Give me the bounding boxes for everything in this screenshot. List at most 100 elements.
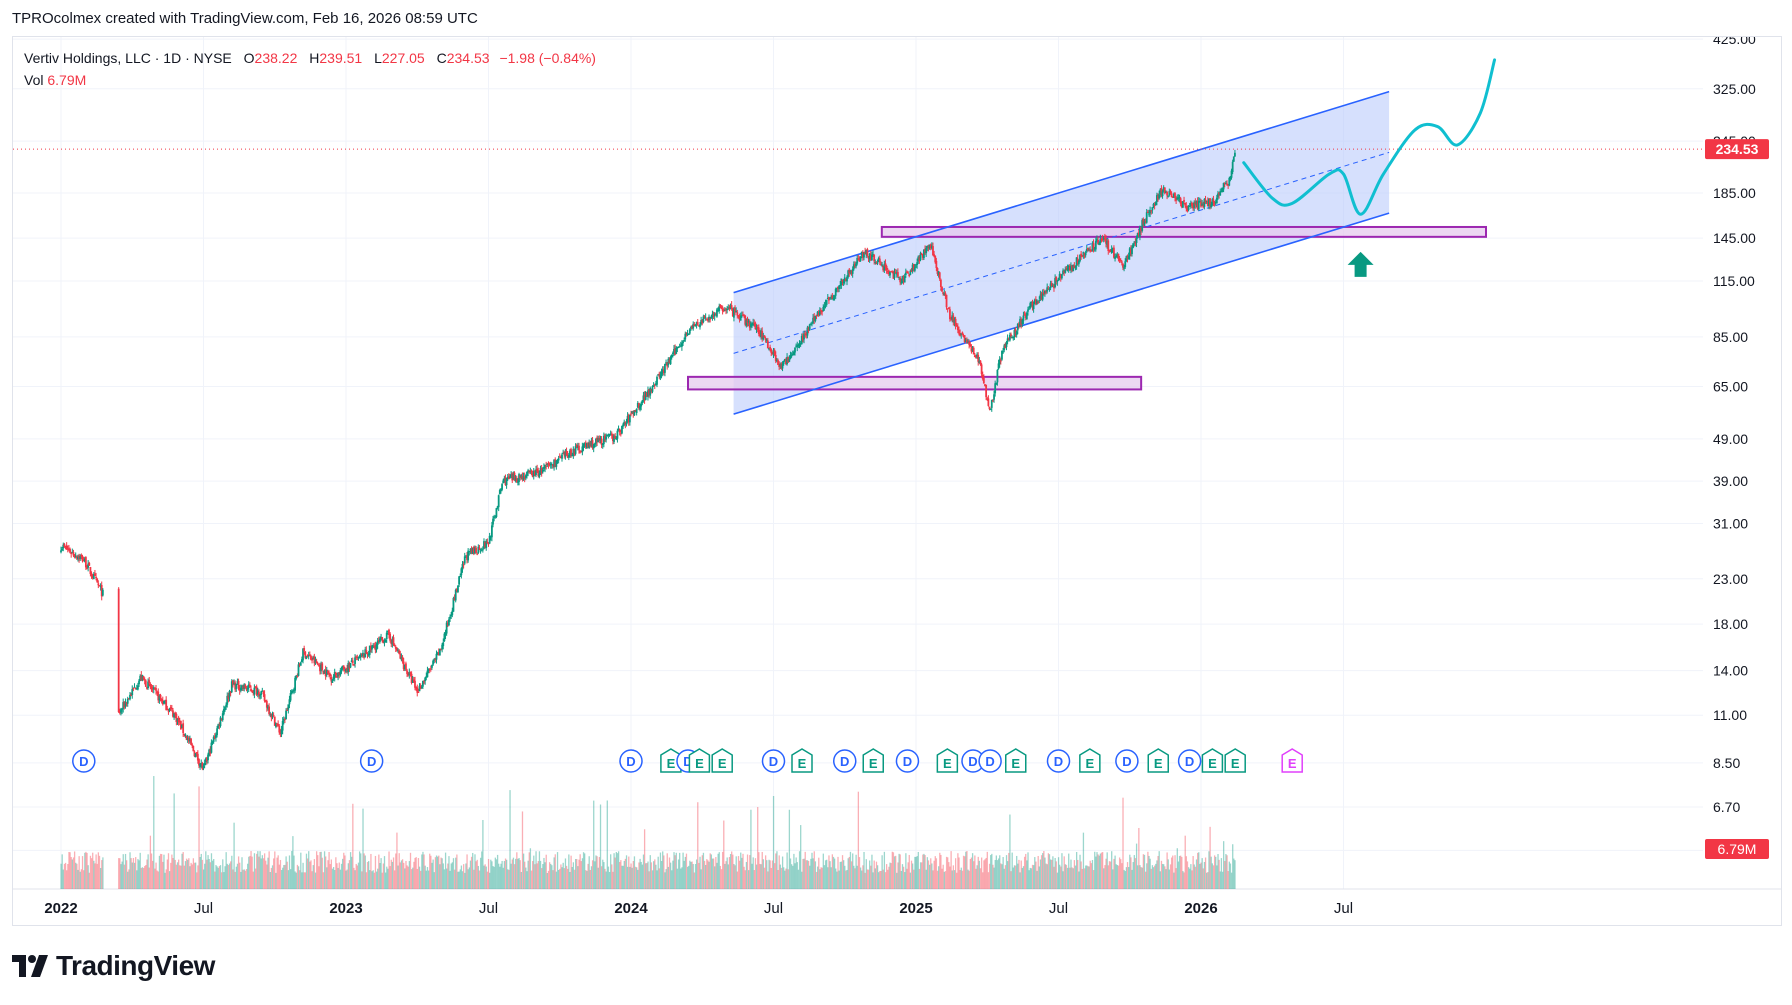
candle-body — [1189, 203, 1192, 206]
projection-path[interactable] — [1242, 58, 1497, 216]
candle-body — [449, 616, 451, 619]
dividend-marker-icon[interactable] — [978, 749, 1002, 773]
volume-bar — [85, 851, 87, 889]
candle-body — [692, 323, 695, 329]
volume-bar — [383, 856, 386, 889]
earnings-marker-icon[interactable] — [936, 748, 959, 773]
dividend-marker-icon[interactable] — [1046, 749, 1071, 773]
volume-bar — [1026, 860, 1028, 889]
earnings-marker-icon[interactable] — [862, 748, 884, 773]
x-tick-label: Jul — [1049, 900, 1068, 917]
volume-bar — [659, 852, 662, 889]
volume-bar — [1102, 852, 1104, 889]
channel-lower-line[interactable] — [733, 212, 1390, 415]
x-tick-label: Jul — [194, 900, 213, 917]
support-zone[interactable] — [880, 225, 1487, 238]
candle-body — [742, 314, 744, 316]
candle-body — [353, 664, 355, 666]
volume-bar — [353, 867, 355, 889]
tradingview-logo[interactable]: TradingView — [12, 950, 215, 982]
candle-body — [716, 309, 718, 317]
earnings-marker-icon[interactable] — [791, 748, 813, 773]
candle-body — [334, 672, 337, 676]
candle-body — [1108, 249, 1111, 251]
candle-body — [659, 374, 662, 378]
candle-body — [778, 364, 781, 368]
dividend-marker-icon[interactable] — [895, 749, 920, 773]
volume-bar — [81, 856, 84, 889]
volume-bar — [407, 866, 409, 889]
support-zone[interactable] — [687, 375, 1143, 391]
earnings-marker-icon[interactable] — [1079, 748, 1101, 773]
candle-body — [958, 330, 960, 334]
volume-bar — [343, 852, 345, 889]
candle-body — [883, 263, 886, 271]
candle-body — [489, 536, 492, 538]
volume-bar — [1054, 857, 1056, 889]
candle-body — [668, 359, 671, 363]
earnings-marker-icon[interactable] — [1224, 748, 1246, 773]
dividend-marker-label: D — [968, 754, 977, 769]
candle-body — [92, 574, 95, 580]
upcoming-earnings-marker-icon[interactable] — [1281, 748, 1303, 773]
candle-body — [390, 641, 393, 644]
dividend-marker-icon[interactable] — [619, 749, 643, 773]
candle-body — [955, 325, 958, 327]
candle-body — [876, 262, 879, 264]
volume-bar — [836, 871, 838, 889]
volume-bar — [1225, 854, 1227, 889]
candle-body — [216, 728, 218, 736]
volume-bar — [866, 869, 869, 889]
candle-body — [652, 385, 655, 387]
volume-bar — [400, 860, 403, 889]
dividend-marker-icon[interactable] — [833, 749, 857, 773]
volume-bar — [837, 856, 839, 889]
dividend-marker-icon[interactable] — [1115, 749, 1139, 773]
candle-body — [847, 270, 850, 278]
volume-bar — [714, 866, 716, 889]
candle-body — [502, 480, 505, 484]
legend-symbol[interactable]: Vertiv Holdings, LLC · 1D · NYSE — [24, 50, 232, 66]
volume-bar — [1182, 871, 1184, 889]
earnings-marker-icon[interactable] — [1201, 748, 1224, 773]
volume-bar — [1083, 868, 1086, 889]
volume-bar — [351, 856, 353, 889]
volume-bar — [594, 861, 596, 889]
volume-bar — [610, 854, 612, 889]
volume-bar — [1228, 861, 1230, 889]
volume-bar — [873, 860, 875, 889]
candle-body — [674, 348, 677, 355]
volume-bar — [210, 853, 213, 889]
earnings-marker-icon[interactable] — [711, 748, 733, 773]
candle-body — [1030, 302, 1033, 304]
channel-upper-line[interactable] — [733, 90, 1390, 294]
volume-bar — [197, 865, 199, 889]
earnings-marker-icon[interactable] — [1147, 748, 1169, 773]
volume-bar — [283, 865, 285, 889]
candle-body — [765, 339, 768, 341]
volume-bar — [479, 857, 482, 889]
volume-bar — [780, 867, 783, 889]
candle-body — [702, 316, 705, 323]
volume-bar — [1176, 848, 1178, 889]
volume-bar — [600, 866, 603, 889]
candle-body — [962, 335, 965, 337]
earnings-marker-label: E — [1154, 756, 1163, 771]
volume-bar — [622, 865, 624, 889]
price-chart[interactable]: 425.00325.00245.00185.00145.00115.0085.0… — [13, 37, 1781, 925]
volume-bar — [742, 853, 744, 889]
channel-mid-line[interactable] — [733, 151, 1390, 354]
volume-bar — [1150, 868, 1152, 889]
dividend-marker-icon[interactable] — [72, 749, 96, 773]
volume-bar — [800, 825, 802, 889]
earnings-marker-icon[interactable] — [1005, 748, 1027, 773]
volume-bar — [469, 860, 472, 889]
earnings-marker-icon[interactable] — [688, 748, 711, 773]
dividend-marker-icon[interactable] — [1177, 749, 1202, 773]
candle-body — [835, 288, 838, 290]
dividend-marker-icon[interactable] — [359, 749, 384, 773]
up-arrow-icon[interactable] — [1347, 251, 1374, 277]
y-tick-label: 425.00 — [1713, 37, 1756, 47]
dividend-marker-icon[interactable] — [761, 749, 786, 773]
volume-bar — [1049, 859, 1052, 889]
